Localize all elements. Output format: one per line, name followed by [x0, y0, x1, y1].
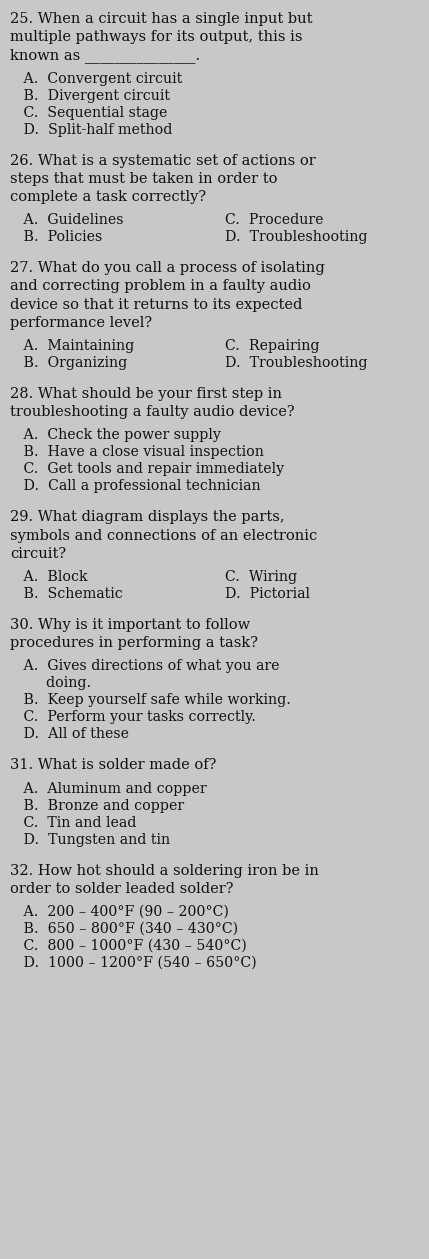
Text: B.  Divergent circuit: B. Divergent circuit — [10, 88, 170, 102]
Text: 32. How hot should a soldering iron be in: 32. How hot should a soldering iron be i… — [10, 864, 319, 878]
Text: A.  Gives directions of what you are: A. Gives directions of what you are — [10, 660, 280, 674]
Text: C.  Get tools and repair immediately: C. Get tools and repair immediately — [10, 462, 284, 476]
Text: complete a task correctly?: complete a task correctly? — [10, 190, 206, 204]
Text: C.  Perform your tasks correctly.: C. Perform your tasks correctly. — [10, 710, 256, 724]
Text: and correcting problem in a faulty audio: and correcting problem in a faulty audio — [10, 279, 311, 293]
Text: order to solder leaded solder?: order to solder leaded solder? — [10, 881, 233, 896]
Text: A.  200 – 400°F (90 – 200°C): A. 200 – 400°F (90 – 200°C) — [10, 905, 229, 919]
Text: steps that must be taken in order to: steps that must be taken in order to — [10, 171, 278, 186]
Text: C.  Repairing: C. Repairing — [225, 339, 320, 353]
Text: C.  Procedure: C. Procedure — [225, 213, 323, 227]
Text: B.  Keep yourself safe while working.: B. Keep yourself safe while working. — [10, 694, 291, 708]
Text: A.  Guidelines: A. Guidelines — [10, 213, 124, 227]
Text: A.  Maintaining: A. Maintaining — [10, 339, 134, 353]
Text: performance level?: performance level? — [10, 316, 152, 330]
Text: 29. What diagram displays the parts,: 29. What diagram displays the parts, — [10, 510, 284, 525]
Text: 30. Why is it important to follow: 30. Why is it important to follow — [10, 618, 250, 632]
Text: B.  Organizing: B. Organizing — [10, 356, 127, 370]
Text: 25. When a circuit has a single input but: 25. When a circuit has a single input bu… — [10, 13, 312, 26]
Text: B.  650 – 800°F (340 – 430°C): B. 650 – 800°F (340 – 430°C) — [10, 922, 238, 935]
Text: multiple pathways for its output, this is: multiple pathways for its output, this i… — [10, 30, 302, 44]
Text: symbols and connections of an electronic: symbols and connections of an electronic — [10, 529, 317, 543]
Text: B.  Bronze and copper: B. Bronze and copper — [10, 798, 184, 812]
Text: C.  Sequential stage: C. Sequential stage — [10, 106, 167, 120]
Text: 28. What should be your first step in: 28. What should be your first step in — [10, 387, 282, 402]
Text: known as _______________.: known as _______________. — [10, 48, 200, 63]
Text: D.  Troubleshooting: D. Troubleshooting — [225, 230, 368, 244]
Text: D.  Tungsten and tin: D. Tungsten and tin — [10, 832, 170, 846]
Text: D.  Pictorial: D. Pictorial — [225, 587, 310, 601]
Text: A.  Check the power supply: A. Check the power supply — [10, 428, 221, 442]
Text: circuit?: circuit? — [10, 546, 66, 560]
Text: C.  800 – 1000°F (430 – 540°C): C. 800 – 1000°F (430 – 540°C) — [10, 939, 247, 953]
Text: B.  Have a close visual inspection: B. Have a close visual inspection — [10, 446, 264, 460]
Text: doing.: doing. — [10, 676, 91, 690]
Text: A.  Convergent circuit: A. Convergent circuit — [10, 72, 182, 86]
Text: D.  Call a professional technician: D. Call a professional technician — [10, 480, 261, 494]
Text: A.  Block: A. Block — [10, 570, 88, 584]
Text: B.  Policies: B. Policies — [10, 230, 102, 244]
Text: B.  Schematic: B. Schematic — [10, 587, 123, 601]
Text: D.  All of these: D. All of these — [10, 728, 129, 742]
Text: 31. What is solder made of?: 31. What is solder made of? — [10, 758, 216, 773]
Text: device so that it returns to its expected: device so that it returns to its expecte… — [10, 297, 302, 311]
Text: C.  Wiring: C. Wiring — [225, 570, 297, 584]
Text: troubleshooting a faulty audio device?: troubleshooting a faulty audio device? — [10, 405, 295, 419]
Text: D.  1000 – 1200°F (540 – 650°C): D. 1000 – 1200°F (540 – 650°C) — [10, 956, 257, 969]
Text: procedures in performing a task?: procedures in performing a task? — [10, 636, 258, 650]
Text: D.  Split-half method: D. Split-half method — [10, 122, 172, 136]
Text: 26. What is a systematic set of actions or: 26. What is a systematic set of actions … — [10, 154, 316, 167]
Text: D.  Troubleshooting: D. Troubleshooting — [225, 356, 368, 370]
Text: A.  Aluminum and copper: A. Aluminum and copper — [10, 782, 207, 796]
Text: C.  Tin and lead: C. Tin and lead — [10, 816, 136, 830]
Text: 27. What do you call a process of isolating: 27. What do you call a process of isolat… — [10, 261, 325, 276]
